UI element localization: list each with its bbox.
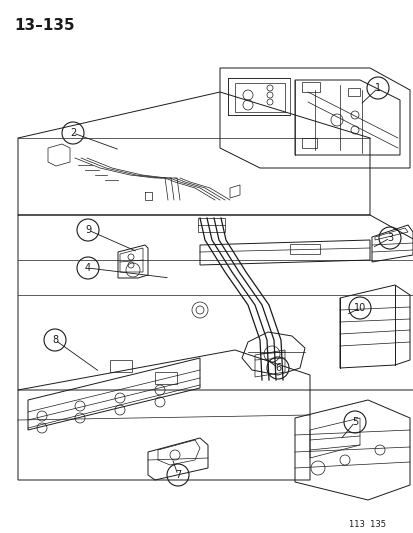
Text: 13–135: 13–135 (14, 18, 74, 33)
Text: 4: 4 (85, 263, 91, 273)
Text: 9: 9 (85, 225, 91, 235)
Text: 5: 5 (351, 417, 357, 427)
Bar (301, 82, 319, 92)
Text: 3: 3 (386, 233, 392, 243)
Text: 6: 6 (274, 363, 280, 373)
Text: 7: 7 (174, 470, 181, 480)
Text: 2: 2 (70, 128, 76, 138)
Bar (301, 138, 316, 148)
Text: 113  135: 113 135 (349, 520, 386, 529)
Bar (154, 372, 177, 384)
Bar (110, 360, 132, 372)
Bar (347, 88, 359, 96)
Text: 10: 10 (353, 303, 365, 313)
Text: 8: 8 (52, 335, 58, 345)
Bar (289, 244, 319, 254)
Text: 1: 1 (374, 83, 380, 93)
